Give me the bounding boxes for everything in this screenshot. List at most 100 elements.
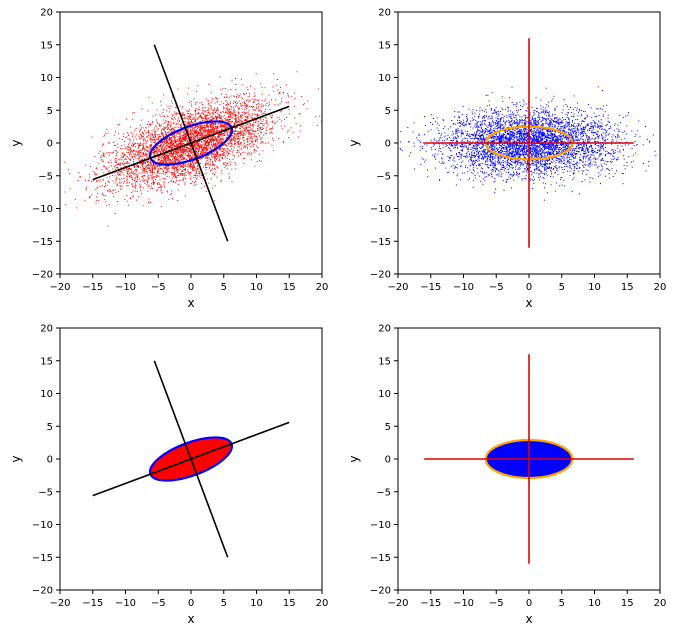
scatter-point <box>255 122 257 123</box>
scatter-point <box>88 197 90 199</box>
scatter-point <box>198 106 200 108</box>
scatter-point <box>135 134 137 136</box>
scatter-point <box>164 148 166 150</box>
scatter-point <box>247 132 249 133</box>
scatter-point <box>263 112 265 114</box>
scatter-point <box>147 186 149 188</box>
scatter-point <box>127 170 129 172</box>
scatter-point <box>179 180 181 182</box>
scatter-point <box>119 159 121 161</box>
scatter-point <box>163 171 165 173</box>
scatter-point <box>155 166 157 168</box>
scatter-point <box>251 145 253 147</box>
scatter-point <box>157 123 159 125</box>
scatter-point <box>139 187 141 189</box>
scatter-point <box>117 173 119 175</box>
scatter-point <box>151 139 153 141</box>
scatter-point <box>271 99 272 101</box>
scatter-point <box>146 165 148 166</box>
scatter-point <box>166 110 168 112</box>
scatter-point <box>147 181 149 183</box>
scatter-point <box>106 128 108 130</box>
y-tick-label: 15 <box>40 40 53 51</box>
scatter-point <box>194 155 196 156</box>
scatter-point <box>145 166 147 168</box>
scatter-point <box>126 156 128 158</box>
scatter-point <box>540 99 542 101</box>
scatter-point <box>144 129 146 131</box>
scatter-point <box>237 116 239 118</box>
scatter-point <box>223 133 225 135</box>
scatter-point <box>161 142 163 144</box>
scatter-point <box>196 161 198 163</box>
scatter-point <box>240 132 242 134</box>
scatter-point <box>180 145 181 147</box>
scatter-point <box>183 158 185 160</box>
scatter-point <box>205 113 207 115</box>
scatter-point <box>164 122 166 124</box>
scatter-point <box>249 143 251 144</box>
scatter-point <box>183 164 184 166</box>
scatter-point <box>132 155 134 157</box>
scatter-point <box>120 188 122 190</box>
scatter-point <box>202 150 204 152</box>
scatter-point <box>155 167 157 169</box>
x-tick-label: −20 <box>49 282 70 293</box>
scatter-point <box>186 134 188 136</box>
scatter-point <box>236 118 237 120</box>
scatter-point <box>182 179 184 181</box>
scatter-point <box>190 145 192 147</box>
scatter-point <box>163 157 164 159</box>
scatter-point <box>175 146 177 148</box>
scatter-point <box>221 119 223 121</box>
scatter-point <box>162 178 164 180</box>
scatter-point <box>512 111 514 113</box>
scatter-point <box>257 125 259 127</box>
scatter-point <box>107 225 109 227</box>
scatter-point <box>475 145 477 147</box>
scatter-point <box>229 101 231 103</box>
scatter-point <box>172 136 174 137</box>
scatter-point <box>138 154 140 156</box>
scatter-point <box>220 126 222 127</box>
scatter-point <box>202 117 204 119</box>
scatter-point <box>238 113 240 115</box>
scatter-point <box>85 188 87 190</box>
scatter-point <box>246 116 248 118</box>
scatter-point <box>134 166 135 168</box>
scatter-point <box>149 164 150 166</box>
scatter-point <box>91 180 93 182</box>
scatter-point <box>229 115 231 117</box>
scatter-point <box>275 84 277 86</box>
scatter-point <box>259 103 261 105</box>
scatter-point <box>213 144 215 146</box>
scatter-point <box>150 163 152 165</box>
scatter-point <box>154 163 156 165</box>
scatter-point <box>294 117 296 119</box>
scatter-point <box>157 182 159 184</box>
scatter-point <box>130 168 132 170</box>
scatter-point <box>102 161 104 163</box>
scatter-point <box>234 143 236 144</box>
scatter-point <box>189 175 191 177</box>
scatter-point <box>240 103 242 105</box>
scatter-point <box>210 126 212 128</box>
scatter-point <box>178 164 180 166</box>
scatter-point <box>185 121 187 123</box>
scatter-point <box>316 125 318 126</box>
scatter-point <box>253 96 255 97</box>
scatter-point <box>188 122 190 124</box>
scatter-point <box>101 159 103 161</box>
scatter-point <box>194 135 196 137</box>
scatter-point <box>193 127 195 129</box>
scatter-point <box>155 148 157 150</box>
scatter-point <box>243 127 245 129</box>
scatter-point <box>209 157 211 159</box>
scatter-point <box>270 128 272 129</box>
scatter-point <box>148 152 150 154</box>
scatter-point <box>128 149 130 151</box>
scatter-point <box>301 96 303 97</box>
scatter-point <box>124 153 126 155</box>
scatter-point <box>141 149 143 151</box>
scatter-point <box>100 157 102 158</box>
